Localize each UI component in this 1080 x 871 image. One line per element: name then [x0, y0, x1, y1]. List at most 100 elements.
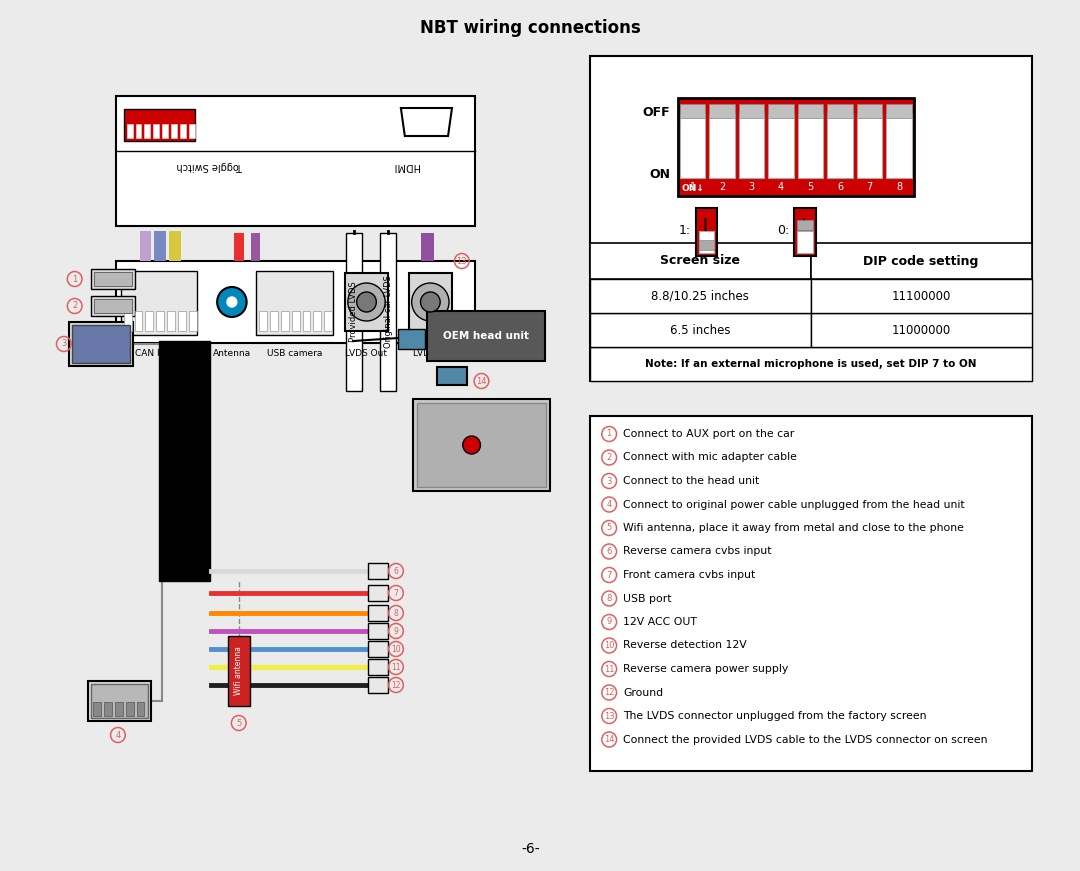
- Bar: [116, 261, 474, 343]
- Text: 13: 13: [457, 256, 468, 266]
- Text: 6: 6: [607, 547, 612, 556]
- Text: ON: ON: [649, 167, 670, 180]
- Polygon shape: [401, 108, 451, 136]
- Bar: [313, 311, 321, 331]
- Bar: [397, 329, 426, 349]
- Text: 0:: 0:: [777, 225, 789, 238]
- Text: 13: 13: [604, 712, 615, 720]
- Text: 10: 10: [604, 641, 615, 650]
- Bar: [270, 311, 278, 331]
- Text: Antenna: Antenna: [213, 349, 251, 358]
- Bar: [798, 114, 823, 178]
- Bar: [167, 311, 175, 331]
- Bar: [811, 279, 1031, 313]
- Text: 1: 1: [72, 274, 78, 283]
- Text: CAN Power: CAN Power: [135, 349, 184, 358]
- Bar: [178, 311, 186, 331]
- Text: 4: 4: [607, 500, 611, 509]
- Text: 6: 6: [837, 182, 843, 192]
- Bar: [590, 279, 811, 313]
- Bar: [710, 104, 735, 118]
- Bar: [93, 702, 102, 716]
- Text: Wifi antenna: Wifi antenna: [234, 646, 243, 695]
- Text: 3: 3: [62, 340, 67, 348]
- Bar: [168, 231, 180, 261]
- Text: Reverse camera cvbs input: Reverse camera cvbs input: [623, 546, 771, 557]
- Text: 5: 5: [607, 523, 611, 532]
- Text: Reverse detection 12V: Reverse detection 12V: [623, 640, 746, 651]
- Bar: [228, 636, 249, 706]
- Bar: [126, 124, 133, 138]
- Text: Front camera cvbs input: Front camera cvbs input: [623, 570, 755, 580]
- Bar: [162, 124, 168, 138]
- Text: 6: 6: [393, 566, 399, 576]
- Text: LVDS Out: LVDS Out: [346, 349, 388, 358]
- Bar: [259, 311, 267, 331]
- Bar: [408, 273, 451, 331]
- Text: 12: 12: [391, 680, 401, 690]
- Bar: [368, 563, 388, 579]
- Bar: [680, 114, 705, 178]
- Bar: [159, 341, 211, 581]
- Bar: [420, 233, 434, 261]
- Bar: [794, 208, 815, 256]
- Text: Connect to the head unit: Connect to the head unit: [623, 476, 759, 486]
- Bar: [234, 233, 244, 261]
- Text: Original car LVDS: Original car LVDS: [383, 275, 393, 348]
- Bar: [827, 114, 853, 178]
- Text: 11: 11: [604, 665, 615, 673]
- Bar: [590, 416, 1031, 771]
- Text: 2: 2: [72, 301, 78, 310]
- Bar: [827, 104, 853, 118]
- Text: 1: 1: [607, 429, 611, 438]
- Text: 8: 8: [896, 182, 902, 192]
- Bar: [368, 641, 388, 657]
- Bar: [811, 243, 1031, 279]
- Circle shape: [217, 287, 246, 317]
- Bar: [292, 311, 299, 331]
- Bar: [699, 231, 714, 253]
- Bar: [856, 114, 882, 178]
- Text: 11000000: 11000000: [891, 323, 950, 336]
- Bar: [413, 399, 550, 491]
- Text: 8: 8: [607, 594, 612, 603]
- Circle shape: [356, 292, 376, 312]
- Bar: [256, 271, 333, 335]
- Bar: [887, 114, 912, 178]
- Bar: [116, 96, 474, 226]
- Text: 9: 9: [607, 618, 611, 626]
- Bar: [71, 325, 130, 363]
- Text: 4: 4: [116, 731, 121, 739]
- Bar: [171, 124, 177, 138]
- Bar: [124, 109, 194, 141]
- Text: 2: 2: [607, 453, 611, 462]
- Text: 14: 14: [476, 376, 487, 386]
- Bar: [739, 104, 765, 118]
- Text: 1: 1: [690, 182, 696, 192]
- Bar: [136, 124, 141, 138]
- Bar: [92, 684, 148, 718]
- Bar: [189, 311, 197, 331]
- Circle shape: [348, 283, 386, 321]
- Bar: [154, 231, 166, 261]
- Bar: [368, 659, 388, 675]
- Bar: [146, 311, 153, 331]
- Bar: [768, 104, 794, 118]
- Bar: [124, 311, 132, 331]
- Bar: [797, 220, 812, 230]
- Text: 5: 5: [237, 719, 242, 727]
- Bar: [739, 114, 765, 178]
- Bar: [139, 231, 151, 261]
- Bar: [680, 104, 705, 118]
- Bar: [345, 273, 388, 331]
- Bar: [153, 124, 159, 138]
- Bar: [121, 271, 198, 335]
- Bar: [590, 243, 811, 279]
- Text: 1:: 1:: [678, 225, 691, 238]
- Text: USB camera: USB camera: [267, 349, 323, 358]
- Bar: [145, 124, 150, 138]
- Text: Reverse camera power supply: Reverse camera power supply: [623, 664, 788, 674]
- Text: 6.5 inches: 6.5 inches: [670, 323, 730, 336]
- Text: The LVDS connector unplugged from the factory screen: The LVDS connector unplugged from the fa…: [623, 711, 927, 721]
- Text: 8.8/10.25 inches: 8.8/10.25 inches: [651, 289, 750, 302]
